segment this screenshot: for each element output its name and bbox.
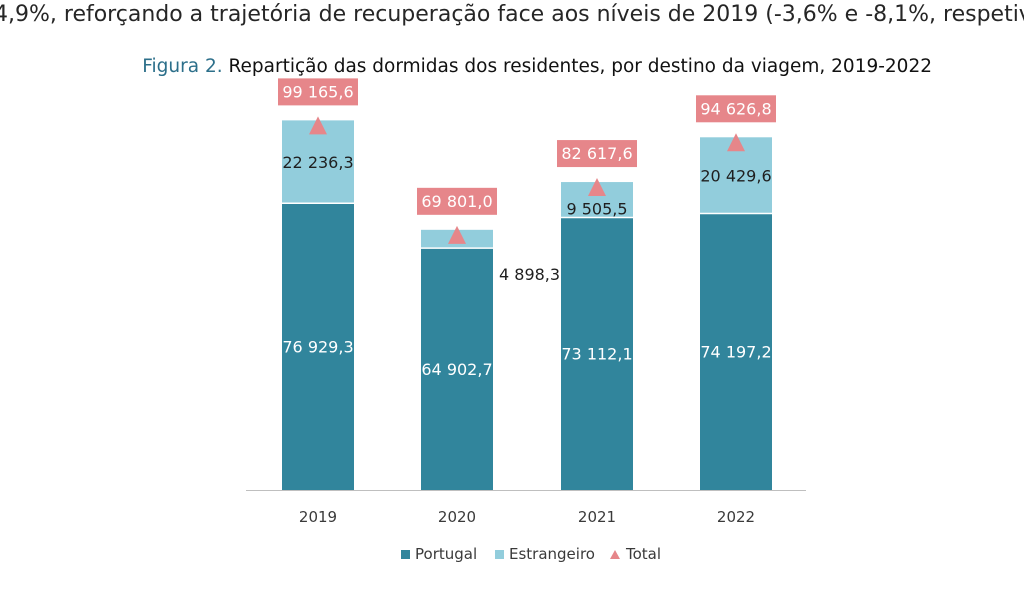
label-estrangeiro-2021: 9 505,5: [566, 199, 627, 218]
figure-label: Figura 2.: [142, 56, 223, 77]
legend-swatch-estrangeiro: [495, 550, 504, 559]
legend-swatch-total: [610, 550, 620, 559]
total-label-2021: 82 617,6: [561, 144, 632, 163]
legend-label-portugal: Portugal: [415, 545, 477, 563]
bar-portugal-2021: [561, 217, 633, 490]
label-estrangeiro-2019: 22 236,3: [282, 153, 353, 172]
label-portugal-2022: 74 197,2: [700, 343, 771, 362]
bar-portugal-2022: [700, 213, 772, 491]
label-portugal-2019: 76 929,3: [282, 338, 353, 357]
total-marker-2021: [588, 178, 606, 197]
bar-portugal-2019: [282, 203, 354, 490]
total-label-2019: 99 165,6: [282, 82, 353, 101]
total-label-2022: 94 626,8: [700, 99, 771, 118]
legend-swatch-portugal: [401, 550, 410, 559]
total-label-box-2019: [278, 78, 358, 106]
total-marker-2019: [309, 116, 327, 135]
body-text-line: 4,9%, reforçando a trajetória de recuper…: [0, 2, 1024, 27]
label-portugal-2020: 64 902,7: [421, 360, 492, 379]
total-label-2020: 69 801,0: [421, 192, 492, 211]
legend-label-estrangeiro: Estrangeiro: [509, 545, 595, 563]
total-label-box-2021: [557, 140, 637, 168]
label-estrangeiro-2022: 20 429,6: [700, 166, 771, 185]
bar-portugal-2020: [421, 248, 493, 490]
total-label-box-2022: [696, 95, 776, 123]
figure-title: Repartição das dormidas dos residentes, …: [228, 56, 932, 77]
x-tick-label-2020: 2020: [438, 508, 476, 526]
figure-caption: Figura 2. Repartição das dormidas dos re…: [0, 56, 1024, 77]
total-marker-2020: [448, 225, 466, 244]
total-label-box-2020: [417, 187, 497, 215]
label-estrangeiro-2020: 4 898,3: [499, 265, 560, 284]
total-marker-2022: [727, 133, 745, 152]
x-tick-label-2019: 2019: [299, 508, 337, 526]
x-tick-label-2021: 2021: [578, 508, 616, 526]
label-portugal-2021: 73 112,1: [561, 345, 632, 364]
legend-label-total: Total: [625, 545, 661, 563]
x-tick-label-2022: 2022: [717, 508, 755, 526]
